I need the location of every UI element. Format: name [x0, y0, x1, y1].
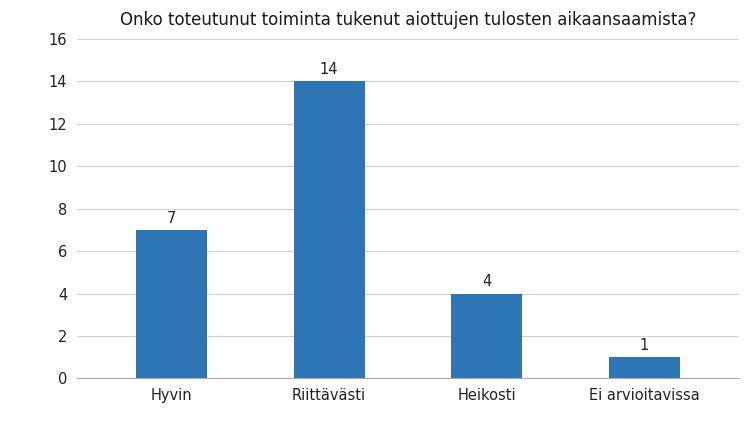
Bar [136, 230, 207, 378]
Text: 1: 1 [640, 338, 649, 353]
Bar [452, 293, 522, 378]
Text: 14: 14 [320, 62, 338, 77]
Bar [294, 82, 364, 378]
Bar [609, 357, 680, 378]
Title: Onko toteutunut toiminta tukenut aiottujen tulosten aikaansaamista?: Onko toteutunut toiminta tukenut aiottuj… [120, 11, 696, 29]
Text: 7: 7 [166, 211, 176, 226]
Text: 4: 4 [482, 274, 491, 289]
